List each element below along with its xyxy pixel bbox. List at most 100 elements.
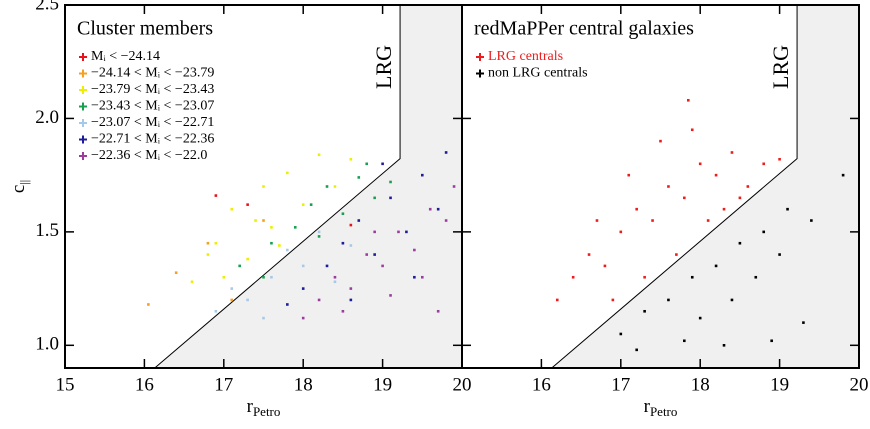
lrg-region <box>551 5 859 368</box>
data-point <box>667 298 670 302</box>
data-point <box>309 203 313 206</box>
data-point <box>452 185 456 188</box>
data-point <box>730 298 734 302</box>
data-point <box>286 303 289 306</box>
data-point <box>373 230 376 234</box>
data-point <box>667 185 670 188</box>
x-label-sub: Petro <box>253 404 280 419</box>
data-point <box>619 230 623 234</box>
data-point <box>373 253 376 256</box>
data-point <box>421 173 424 177</box>
data-point <box>381 162 384 166</box>
plot-frame <box>461 4 860 369</box>
data-point <box>262 275 265 279</box>
data-point <box>635 207 638 211</box>
data-point <box>770 339 773 343</box>
data-point <box>686 98 690 102</box>
data-point <box>706 219 710 222</box>
data-point <box>841 173 845 177</box>
data-point <box>683 196 686 200</box>
data-point <box>147 303 150 306</box>
y-tick-label: 2.0 <box>35 107 59 128</box>
y-label-main: c <box>8 185 29 193</box>
data-point <box>214 241 218 245</box>
data-point <box>190 280 194 284</box>
y-tick-label: 1.0 <box>35 334 59 355</box>
data-point <box>341 241 345 245</box>
data-point <box>214 194 218 197</box>
data-point <box>786 207 789 211</box>
data-point <box>301 287 305 290</box>
y-label-sub: || <box>17 180 31 185</box>
lrg-boundary <box>551 5 798 369</box>
data-point <box>675 253 678 256</box>
data-point <box>286 248 289 252</box>
data-point <box>262 185 265 188</box>
data-point <box>746 185 750 188</box>
data-point <box>262 316 265 320</box>
data-point <box>389 180 392 184</box>
data-point <box>365 162 369 166</box>
data-point <box>698 316 702 320</box>
region-label: LRG <box>768 45 793 89</box>
data-point <box>738 196 742 200</box>
data-point <box>595 219 599 222</box>
x-label-sub: Petro <box>650 404 677 419</box>
data-point <box>659 139 662 143</box>
x-tick-label: 17 <box>214 374 233 395</box>
data-point <box>603 264 607 268</box>
data-point <box>381 264 384 268</box>
data-point <box>754 275 758 279</box>
y-tick-label: 1.5 <box>35 220 59 241</box>
data-point <box>278 244 281 247</box>
data-point <box>714 264 718 268</box>
data-point <box>389 196 392 200</box>
data-point <box>238 264 241 268</box>
data-point <box>373 196 376 200</box>
data-point <box>254 219 257 222</box>
x-tick-label: 20 <box>850 374 869 395</box>
data-point <box>413 248 416 252</box>
data-point <box>802 321 805 324</box>
data-point <box>627 173 631 177</box>
legend-label: −23.79 < Mᵢ < −23.43 <box>91 82 214 97</box>
x-axis-label: rPetro <box>644 396 678 419</box>
data-point <box>722 207 726 211</box>
data-point <box>357 176 361 179</box>
data-point <box>286 171 289 175</box>
panel-title: redMaPPer central galaxies <box>474 18 694 40</box>
panel-title: Cluster members <box>77 18 213 40</box>
data-point <box>349 287 353 290</box>
x-tick-label: 19 <box>770 374 789 395</box>
data-point <box>317 230 321 234</box>
data-point <box>341 309 345 313</box>
data-point <box>230 287 234 290</box>
lrg-boundary <box>154 5 401 369</box>
data-point <box>301 264 305 268</box>
data-point <box>222 275 226 279</box>
data-point <box>293 226 297 229</box>
legend-label: Mᵢ < −24.14 <box>91 49 160 64</box>
data-point <box>698 162 702 166</box>
data-point <box>206 253 210 256</box>
data-point <box>714 173 718 177</box>
data-point <box>333 280 337 284</box>
x-tick-label: 19 <box>373 374 392 395</box>
data-point <box>349 298 353 302</box>
data-point <box>214 309 218 313</box>
data-point <box>555 298 559 302</box>
y-axis-label: c|| <box>8 180 30 193</box>
data-point <box>683 339 686 343</box>
x-tick-label: 15 <box>56 374 75 395</box>
data-point <box>230 207 234 211</box>
data-point <box>643 309 646 313</box>
data-point <box>333 185 337 188</box>
data-point <box>246 203 249 206</box>
x-tick-label: 18 <box>691 374 710 395</box>
data-point <box>246 257 249 261</box>
data-point <box>611 298 615 302</box>
data-point <box>643 275 646 279</box>
x-label-main: r <box>644 396 651 417</box>
data-point <box>690 275 694 279</box>
data-point <box>349 223 353 227</box>
